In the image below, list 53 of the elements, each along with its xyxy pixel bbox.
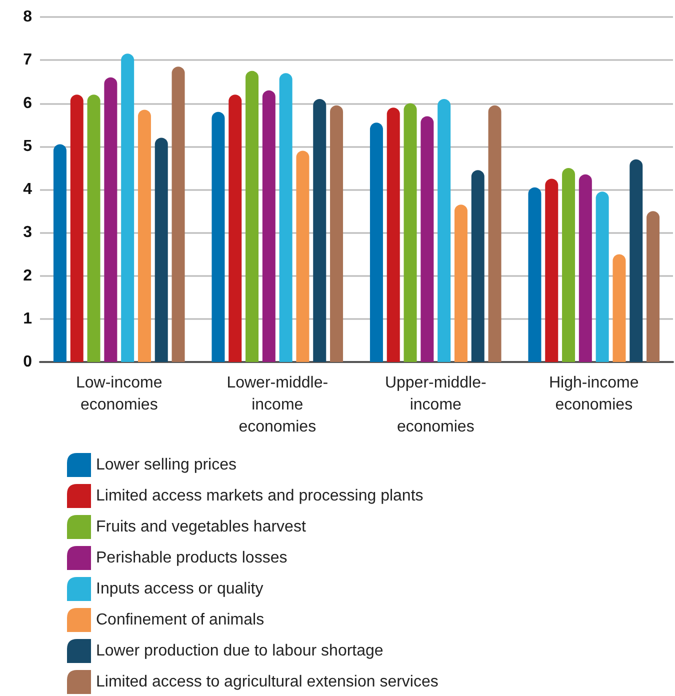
bar: [246, 70, 259, 362]
x-tick-label: Upper-middle- income economies: [384, 374, 486, 436]
bar: [279, 73, 292, 362]
y-tick-label: 3: [23, 224, 32, 242]
x-tick-label: Lower-middle- income economies: [226, 374, 328, 436]
bar: [420, 116, 434, 362]
legend-label: Limited access markets and processing plants: [96, 488, 424, 504]
bar: [596, 192, 609, 362]
legend-label: Confinement of animals: [96, 612, 264, 628]
x-tick-label: Low-income economies: [76, 374, 162, 414]
legend-label: Inputs access or quality: [96, 580, 264, 598]
bar: [646, 211, 660, 362]
bar: [228, 94, 242, 362]
bar: [438, 98, 451, 362]
bar: [386, 108, 400, 362]
bar: [488, 105, 502, 362]
bar: [313, 98, 326, 362]
y-tick-label: 1: [23, 310, 32, 328]
bar: [330, 105, 344, 362]
y-tick-label: 6: [23, 94, 32, 112]
legend-label: Perishable products losses: [96, 550, 288, 566]
bar: [454, 204, 468, 362]
bar: [630, 159, 643, 362]
bar: [370, 122, 383, 362]
bar: [262, 90, 276, 362]
bar: [545, 178, 558, 362]
x-tick-label: High-income economies: [548, 374, 639, 414]
y-tick-label: 2: [23, 267, 32, 284]
bar: [612, 254, 626, 362]
legend-label: Limited access to agricultural extension services: [96, 674, 438, 690]
legend-label: Fruits and vegetables harvest: [96, 518, 306, 536]
y-tick-label: 4: [23, 181, 32, 198]
y-tick-label: 0: [23, 354, 32, 370]
bar: [154, 138, 168, 362]
bar: [528, 187, 542, 362]
bar: [578, 174, 592, 362]
bar: [138, 110, 151, 362]
bar: [404, 103, 417, 362]
y-tick-label: 7: [23, 52, 32, 69]
y-tick-label: 8: [23, 8, 32, 26]
bar: [121, 54, 134, 362]
bar: [471, 170, 484, 362]
bar: [296, 150, 310, 362]
bar: [172, 66, 185, 362]
legend-label: Lower selling prices: [96, 456, 237, 474]
bar: [212, 112, 225, 362]
bar: [70, 94, 84, 362]
y-tick-label: 5: [23, 138, 32, 155]
bar: [53, 144, 66, 362]
bar: [562, 168, 576, 362]
bar: [87, 94, 100, 362]
bar: [104, 77, 118, 362]
legend-label: Lower production due to labour shortage: [96, 642, 384, 660]
